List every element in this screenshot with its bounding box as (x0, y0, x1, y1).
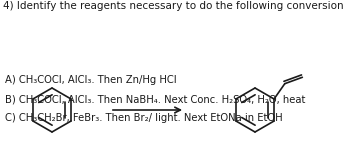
Text: 4) Identify the reagents necessary to do the following conversion: 4) Identify the reagents necessary to do… (3, 1, 344, 11)
Text: C) CH₃CH₂Br, FeBr₃. Then Br₂/ light. Next EtONa in EtOH: C) CH₃CH₂Br, FeBr₃. Then Br₂/ light. Nex… (5, 113, 283, 123)
Text: B) CH₃COCl, AlCl₃. Then NaBH₄. Next Conc. H₂SO₄, H₂O, heat: B) CH₃COCl, AlCl₃. Then NaBH₄. Next Conc… (5, 94, 305, 104)
Text: A) CH₃COCl, AlCl₃. Then Zn/Hg HCl: A) CH₃COCl, AlCl₃. Then Zn/Hg HCl (5, 75, 177, 85)
